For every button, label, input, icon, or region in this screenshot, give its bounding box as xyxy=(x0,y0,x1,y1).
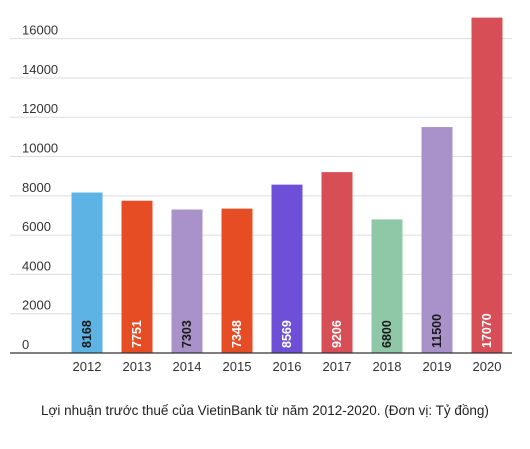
bars xyxy=(71,17,503,354)
data-label-2014: 7303 xyxy=(180,320,194,348)
data-label-2015: 7348 xyxy=(230,320,244,348)
x-tick-label: 2019 xyxy=(423,359,452,374)
x-tick-label: 2013 xyxy=(123,359,152,374)
x-tick-label: 2017 xyxy=(323,359,352,374)
y-tick-label: 4000 xyxy=(22,258,51,273)
x-tick-label: 2020 xyxy=(473,359,502,374)
bar-2012 xyxy=(71,192,103,353)
data-label-2013: 7751 xyxy=(130,320,144,348)
chart-caption: Lợi nhuận trước thuế của VietinBank từ n… xyxy=(41,403,489,418)
data-label-2016: 8569 xyxy=(280,320,294,348)
bar-2016 xyxy=(271,184,303,353)
x-tick-label: 2018 xyxy=(373,359,402,374)
data-label-2012: 8168 xyxy=(80,320,94,348)
data-label-2017: 9206 xyxy=(330,320,344,348)
y-tick-label: 16000 xyxy=(22,23,58,38)
y-tick-label: 0 xyxy=(22,337,29,352)
bar-2019 xyxy=(421,127,453,353)
y-tick-label: 14000 xyxy=(22,62,58,77)
y-tick-label: 6000 xyxy=(22,219,51,234)
y-tick-label: 10000 xyxy=(22,141,58,156)
y-tick-label: 12000 xyxy=(22,101,58,116)
x-tick-label: 2016 xyxy=(273,359,302,374)
y-tick-label: 2000 xyxy=(22,298,51,313)
x-tick-label: 2012 xyxy=(73,359,102,374)
x-tick-label: 2015 xyxy=(223,359,252,374)
bar-2014 xyxy=(171,209,203,353)
data-label-2018: 6800 xyxy=(380,320,394,348)
data-labels: 8168 7751 7303 7348 8569 9206 6800 11500 17070 xyxy=(80,313,494,348)
bar-2015 xyxy=(221,208,253,353)
bar-2017 xyxy=(321,172,353,353)
bar-2013 xyxy=(121,200,153,353)
bar-2018 xyxy=(371,219,403,353)
x-tick-label: 2014 xyxy=(173,359,202,374)
y-axis-ticks: 0 2000 4000 6000 8000 10000 12000 14000 16000 xyxy=(22,23,58,352)
y-tick-label: 8000 xyxy=(22,180,51,195)
x-axis-ticks: 2012 2013 2014 2015 2016 2017 2018 2019 2020 xyxy=(73,359,502,374)
data-label-2020: 17070 xyxy=(480,313,494,348)
bar-2020 xyxy=(471,17,503,354)
data-label-2019: 11500 xyxy=(430,314,444,348)
